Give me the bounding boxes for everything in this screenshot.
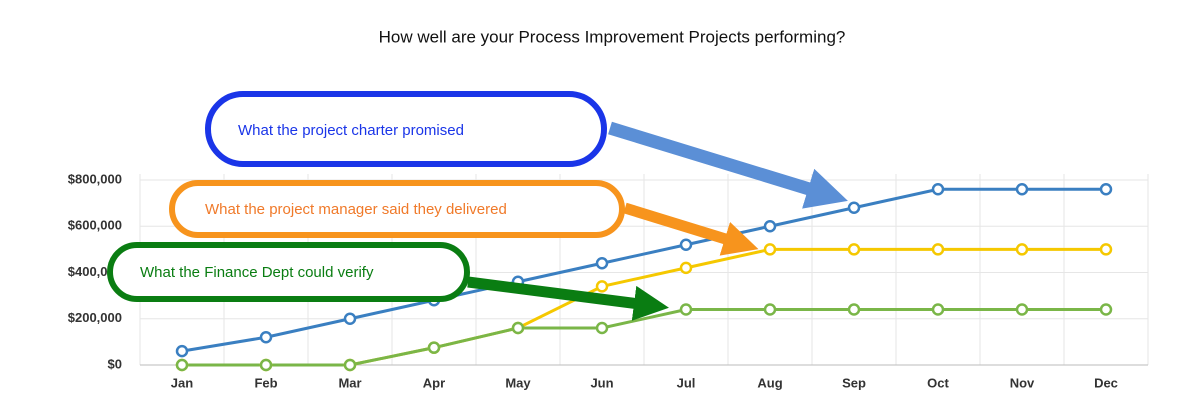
point — [595, 280, 609, 293]
x-tick-label: May — [505, 375, 531, 390]
callout-box — [205, 91, 607, 167]
point — [763, 303, 777, 316]
point — [259, 331, 273, 344]
x-tick-label: Jun — [590, 375, 613, 390]
point — [679, 303, 693, 316]
annotation: What the project manager said they deliv… — [205, 201, 507, 218]
arrow — [608, 121, 848, 209]
arrow — [623, 202, 759, 256]
point — [595, 321, 609, 335]
point — [427, 341, 441, 354]
point — [175, 344, 189, 358]
point — [1099, 303, 1113, 316]
point — [511, 321, 525, 335]
point — [847, 201, 861, 214]
point — [259, 358, 273, 372]
point — [1099, 183, 1113, 196]
point — [343, 358, 357, 372]
y-tick-label: $200,000 — [68, 310, 122, 325]
point — [1015, 183, 1029, 196]
callouts: What the project charter promised What t… — [107, 91, 848, 321]
point — [763, 220, 777, 233]
point — [763, 243, 777, 256]
x-tick-label: Nov — [1010, 375, 1035, 390]
point — [1015, 303, 1029, 316]
x-tick-label: Jan — [171, 375, 193, 390]
x-tick-label: Aug — [757, 375, 782, 390]
callout-box — [169, 180, 625, 238]
arrow — [467, 276, 669, 321]
point — [1015, 243, 1029, 256]
x-tick-label: Jul — [677, 375, 696, 390]
point — [175, 358, 189, 372]
point — [679, 238, 693, 251]
point — [595, 257, 609, 270]
annotation: What the project charter promised — [238, 122, 464, 139]
x-tick-label: Oct — [927, 375, 949, 390]
x-tick-label: Dec — [1094, 375, 1118, 390]
point — [1099, 243, 1113, 256]
point — [931, 243, 945, 256]
y-tick-label: $0 — [108, 356, 122, 371]
point — [343, 312, 357, 325]
point — [847, 243, 861, 256]
annotation: What the Finance Dept could verify — [140, 264, 374, 281]
chart-title: How well are your Process Improvement Pr… — [379, 27, 846, 46]
callout-box — [107, 242, 470, 302]
y-tick-label: $600,000 — [68, 218, 122, 233]
point — [931, 303, 945, 316]
x-tick-label: Sep — [842, 375, 866, 390]
point — [931, 183, 945, 196]
y-tick-label: $800,000 — [68, 171, 122, 186]
x-tick-label: Apr — [423, 375, 445, 390]
point — [847, 303, 861, 316]
x-tick-label: Mar — [338, 375, 361, 390]
point — [679, 261, 693, 275]
x-tick-label: Feb — [254, 375, 277, 390]
series-line — [181, 187, 1106, 353]
